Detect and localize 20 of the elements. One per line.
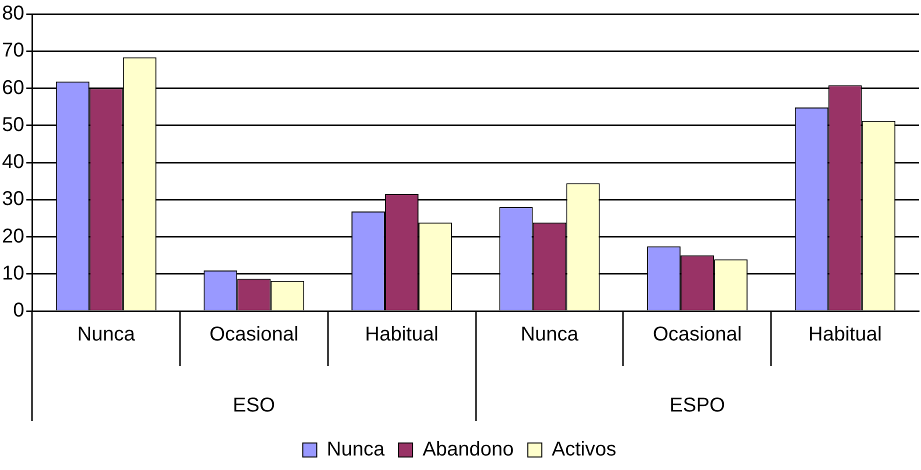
y-tick-label: 20: [2, 225, 24, 248]
y-tick-label: 50: [2, 114, 24, 136]
y-tick-label: 10: [2, 262, 24, 284]
text: ESPO: [670, 394, 726, 417]
y-tick-label: 70: [2, 40, 24, 62]
y-tick-label: 0: [13, 300, 24, 322]
y-tick-label: 30: [2, 188, 24, 210]
x-tick-label: Habitual: [365, 324, 438, 346]
legend-label: Activos: [552, 438, 616, 461]
x-tick-label: Ocasional: [652, 324, 742, 346]
x-tick-label: Nunca: [520, 324, 580, 346]
x-tick-label: Ocasional: [209, 324, 298, 346]
y-tick-label: 80: [2, 2, 24, 25]
x-tick-label: Nunca: [77, 324, 136, 346]
legend-label: Abandono: [422, 438, 514, 461]
y-tick-label: 60: [2, 76, 24, 99]
y-tick-label: 40: [2, 151, 24, 174]
legend-label: Nunca: [326, 438, 386, 461]
text: ESO: [232, 394, 276, 417]
x-tick-label: Habitual: [808, 324, 882, 346]
